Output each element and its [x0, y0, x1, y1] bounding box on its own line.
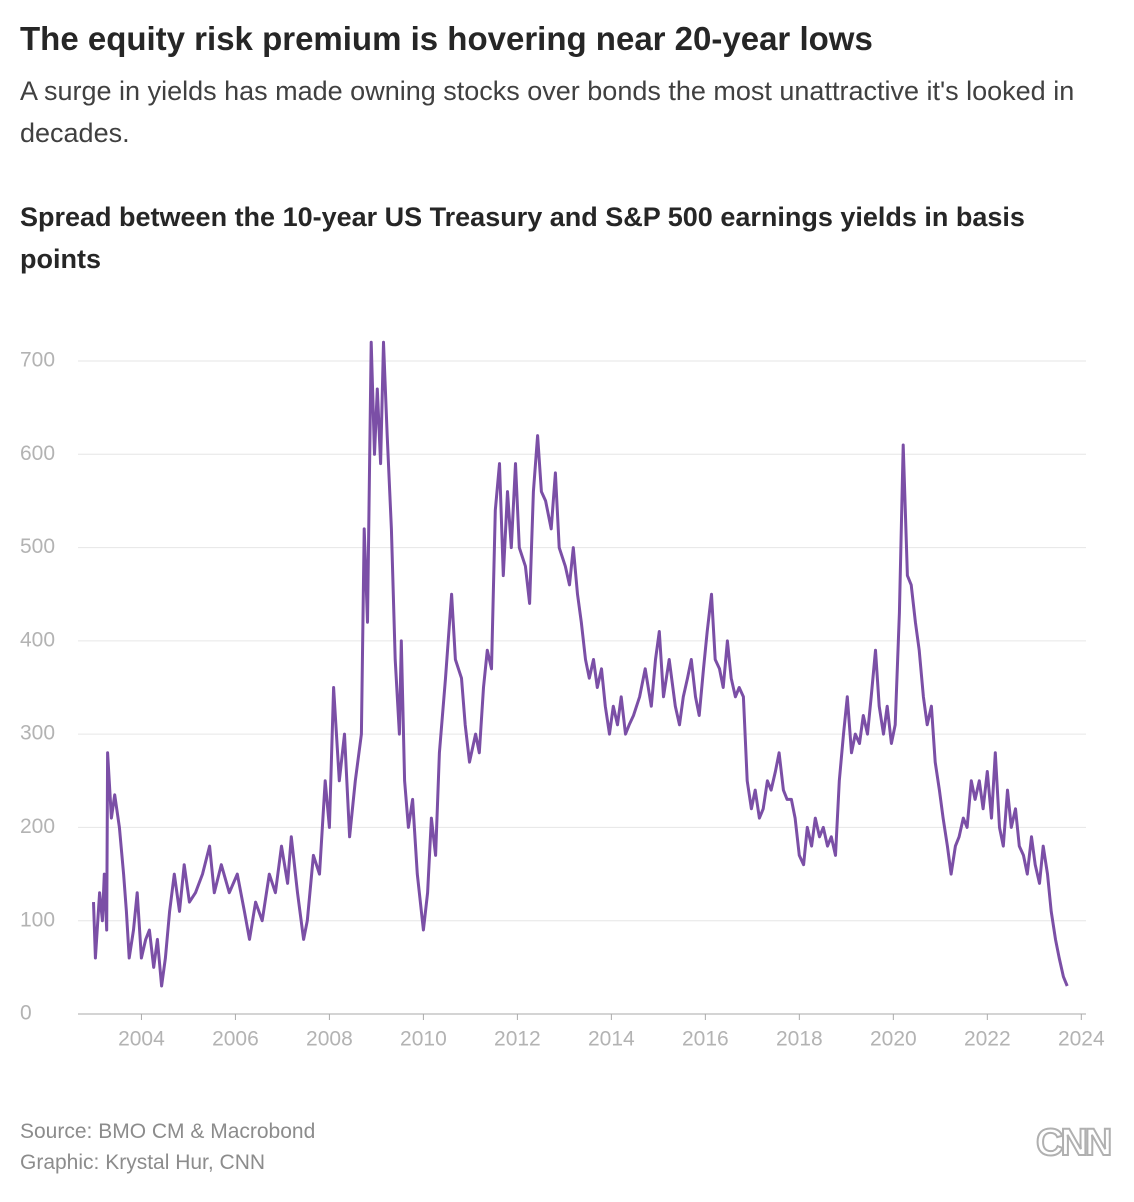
x-tick-label: 2018 [776, 1028, 823, 1051]
x-tick-label: 2012 [494, 1028, 541, 1051]
chart-title: Spread between the 10-year US Treasury a… [20, 202, 1025, 274]
y-tick-label: 200 [20, 815, 55, 838]
y-tick-label: 500 [20, 535, 55, 558]
data-line [92, 340, 1069, 988]
x-tick-label: 2006 [212, 1028, 259, 1051]
y-tick-label: 700 [20, 349, 55, 372]
subtitle: A surge in yields has made owning stocks… [20, 76, 1075, 148]
x-tick-label: 2024 [1058, 1028, 1105, 1051]
x-tick-label: 2020 [870, 1028, 917, 1051]
x-tick-label: 2016 [682, 1028, 729, 1051]
title: The equity risk premium is hovering near… [20, 20, 873, 57]
x-tick-label: 2010 [400, 1028, 447, 1051]
x-tick-label: 2022 [964, 1028, 1011, 1051]
logo: CNN [1035, 1121, 1113, 1165]
x-tick-label: 2014 [588, 1028, 635, 1051]
y-tick-label: 0 [20, 1002, 32, 1025]
y-tick-label: 400 [20, 628, 55, 651]
credit: Graphic: Krystal Hur, CNN [20, 1151, 266, 1174]
x-tick-label: 2008 [306, 1028, 353, 1051]
source: Source: BMO CM & Macrobond [20, 1120, 316, 1143]
x-tick-label: 2004 [118, 1028, 165, 1051]
y-tick-label: 300 [20, 722, 55, 745]
y-tick-label: 100 [20, 908, 55, 931]
y-tick-label: 600 [20, 442, 55, 465]
